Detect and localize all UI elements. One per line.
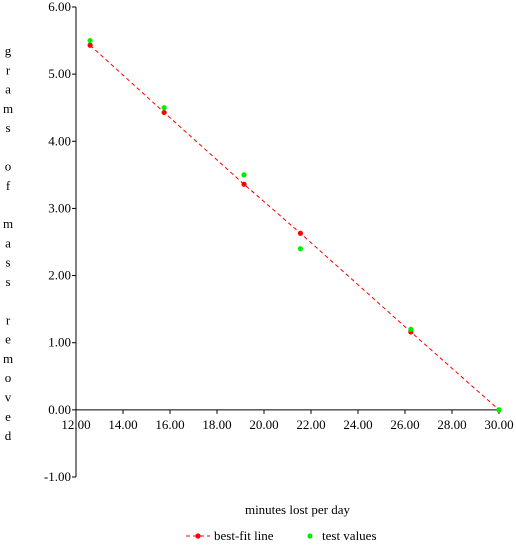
y-label-char: m [3, 101, 13, 116]
y-tick-label: 6.00 [48, 0, 71, 14]
series-layer [87, 37, 502, 413]
y-label-char: f [6, 178, 11, 193]
y-label-char: m [3, 216, 13, 231]
x-tick-label: 22.00 [296, 417, 325, 432]
series-2 [87, 37, 502, 413]
data-point [408, 326, 414, 332]
y-tick-label: 1.00 [48, 335, 71, 350]
x-tick-label: 30.00 [484, 417, 513, 432]
data-point [87, 37, 93, 44]
data-point [297, 230, 304, 236]
data-point [161, 109, 167, 116]
data-point [241, 181, 247, 187]
x-tick-label: 24.00 [343, 417, 372, 432]
series-line [89, 44, 500, 411]
x-tick-label: 18.00 [202, 417, 231, 432]
x-tick-labels: 12.00 14.00 16.00 18.00 20.00 22.00 24.00 26.00… [61, 417, 513, 432]
y-label-char: r [6, 62, 11, 77]
y-label-char: s [5, 255, 10, 270]
y-tick-label: 5.00 [48, 66, 71, 81]
x-tick-label: 28.00 [437, 417, 466, 432]
data-point [87, 42, 93, 48]
data-point [297, 246, 304, 252]
axis-ticks [72, 6, 500, 478]
y-label-char: o [5, 370, 12, 385]
legend-swatch-marker [195, 533, 201, 539]
y-label-char: s [5, 274, 10, 289]
y-label-char: m [3, 351, 13, 366]
legend-item-best-fit: best-fit line [186, 528, 274, 543]
data-point [161, 105, 167, 111]
data-point [496, 407, 502, 413]
y-label-char: a [5, 235, 11, 250]
legend: best-fit line test values [186, 528, 377, 543]
y-tick-label: 4.00 [48, 133, 71, 148]
y-label-char: s [5, 120, 10, 135]
y-tick-label: 2.00 [48, 268, 71, 283]
legend-label: test values [322, 528, 377, 543]
x-tick-label: 20.00 [249, 417, 278, 432]
y-label-char: r [6, 312, 11, 327]
legend-swatch-marker [307, 533, 313, 539]
y-tick-label: 3.00 [48, 200, 71, 215]
y-label-char: g [5, 43, 12, 58]
axes [75, 7, 499, 477]
y-label-char: e [5, 332, 11, 347]
y-label-char: a [5, 82, 11, 97]
data-point [241, 172, 247, 178]
legend-label: best-fit line [214, 528, 274, 543]
x-tick-label: 26.00 [390, 417, 419, 432]
y-tick-labels: 6.00 5.00 4.00 3.00 2.00 1.00 0.00 -1.00 [44, 0, 71, 484]
series-1 [87, 42, 502, 413]
y-tick-label: -1.00 [44, 469, 71, 484]
x-tick-label: 16.00 [155, 417, 184, 432]
y-label-char: d [5, 428, 12, 443]
x-axis-label: minutes lost per day [245, 502, 351, 517]
legend-item-test-values: test values [307, 528, 377, 543]
y-label-char: e [5, 409, 11, 424]
y-label-char: o [5, 159, 12, 174]
x-tick-label: 14.00 [108, 417, 137, 432]
y-label-char: v [5, 390, 12, 405]
y-tick-label: 0.00 [48, 402, 71, 417]
